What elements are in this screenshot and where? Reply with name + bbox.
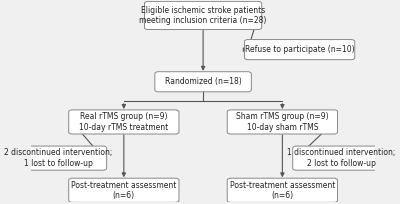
Text: 1 discontinued intervention;
2 lost to follow-up: 1 discontinued intervention; 2 lost to f… <box>287 149 395 168</box>
Text: Randomized (n=18): Randomized (n=18) <box>165 77 242 86</box>
Text: 2 discontinued intervention;
1 lost to follow-up: 2 discontinued intervention; 1 lost to f… <box>4 149 112 168</box>
Text: Sham rTMS group (n=9)
10-day sham rTMS: Sham rTMS group (n=9) 10-day sham rTMS <box>236 112 329 132</box>
FancyBboxPatch shape <box>227 110 338 134</box>
FancyBboxPatch shape <box>69 178 179 202</box>
FancyBboxPatch shape <box>244 40 355 60</box>
FancyBboxPatch shape <box>155 72 251 92</box>
FancyBboxPatch shape <box>69 110 179 134</box>
Text: Real rTMS group (n=9)
10-day rTMS treatment: Real rTMS group (n=9) 10-day rTMS treatm… <box>79 112 168 132</box>
Text: Refuse to participate (n=10): Refuse to participate (n=10) <box>245 45 354 54</box>
FancyBboxPatch shape <box>227 178 338 202</box>
FancyBboxPatch shape <box>10 146 106 170</box>
Text: Post-treatment assessment
(n=6): Post-treatment assessment (n=6) <box>230 181 335 200</box>
Text: Eligible ischemic stroke patients
meeting inclusion criteria (n=28): Eligible ischemic stroke patients meetin… <box>140 6 267 25</box>
FancyBboxPatch shape <box>293 146 389 170</box>
Text: Post-treatment assessment
(n=6): Post-treatment assessment (n=6) <box>71 181 176 200</box>
FancyBboxPatch shape <box>144 1 262 30</box>
